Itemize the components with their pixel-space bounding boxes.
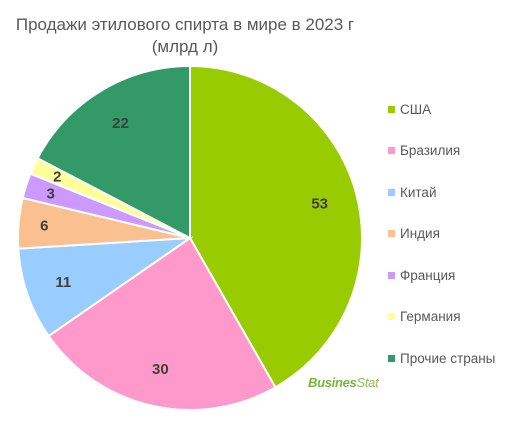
legend-swatch-1 xyxy=(388,105,395,113)
chart-title-line-1: Продажи этилового спирта в мире в 2023 г xyxy=(15,15,355,34)
data-label-5: 3 xyxy=(47,186,55,203)
legend: США Бразилия Китай Индия Франция Германия Проч… xyxy=(388,99,523,390)
businesstat-logo: BusinesStat xyxy=(308,375,379,390)
legend-label-4: Индия xyxy=(400,226,440,242)
legend-swatch-6 xyxy=(388,313,395,321)
legend-swatch-5 xyxy=(388,271,395,279)
legend-swatch-2 xyxy=(388,147,395,155)
legend-item-5: Франция xyxy=(388,265,523,285)
pie-slice-3 xyxy=(17,236,194,338)
data-label-3: 11 xyxy=(55,274,71,291)
legend-swatch-4 xyxy=(388,230,395,238)
chart-title: Продажи этилового спирта в мире в 2023 г… xyxy=(0,14,370,58)
legend-label-3: Китай xyxy=(400,184,437,200)
legend-item-3: Китай xyxy=(388,182,523,202)
data-label-1: 53 xyxy=(311,196,328,213)
legend-label-7: Прочие страны xyxy=(400,351,496,367)
legend-item-6: Германия xyxy=(388,307,523,327)
legend-label-5: Франция xyxy=(400,267,456,283)
data-label-7: 22 xyxy=(112,115,129,132)
data-label-4: 6 xyxy=(40,217,48,234)
legend-item-4: Индия xyxy=(388,224,523,244)
chart-title-line-2: (млрд л) xyxy=(151,37,219,56)
logo-text-2: Stat xyxy=(356,375,379,390)
pie-slice-7 xyxy=(36,64,191,240)
legend-label-1: США xyxy=(400,101,432,117)
legend-item-2: Бразилия xyxy=(388,141,523,161)
legend-swatch-7 xyxy=(388,355,395,363)
data-label-2: 30 xyxy=(152,361,169,378)
legend-item-7: Прочие страны xyxy=(388,349,523,369)
pie-slice-1 xyxy=(189,64,363,389)
legend-item-1: США xyxy=(388,99,523,119)
data-label-6: 2 xyxy=(53,169,61,186)
pie-slice-2 xyxy=(47,236,277,411)
logo-text-1: Busines xyxy=(308,375,357,390)
pie-slices xyxy=(17,64,363,411)
legend-swatch-3 xyxy=(388,188,395,196)
legend-label-6: Германия xyxy=(400,309,461,325)
legend-label-2: Бразилия xyxy=(400,143,461,159)
